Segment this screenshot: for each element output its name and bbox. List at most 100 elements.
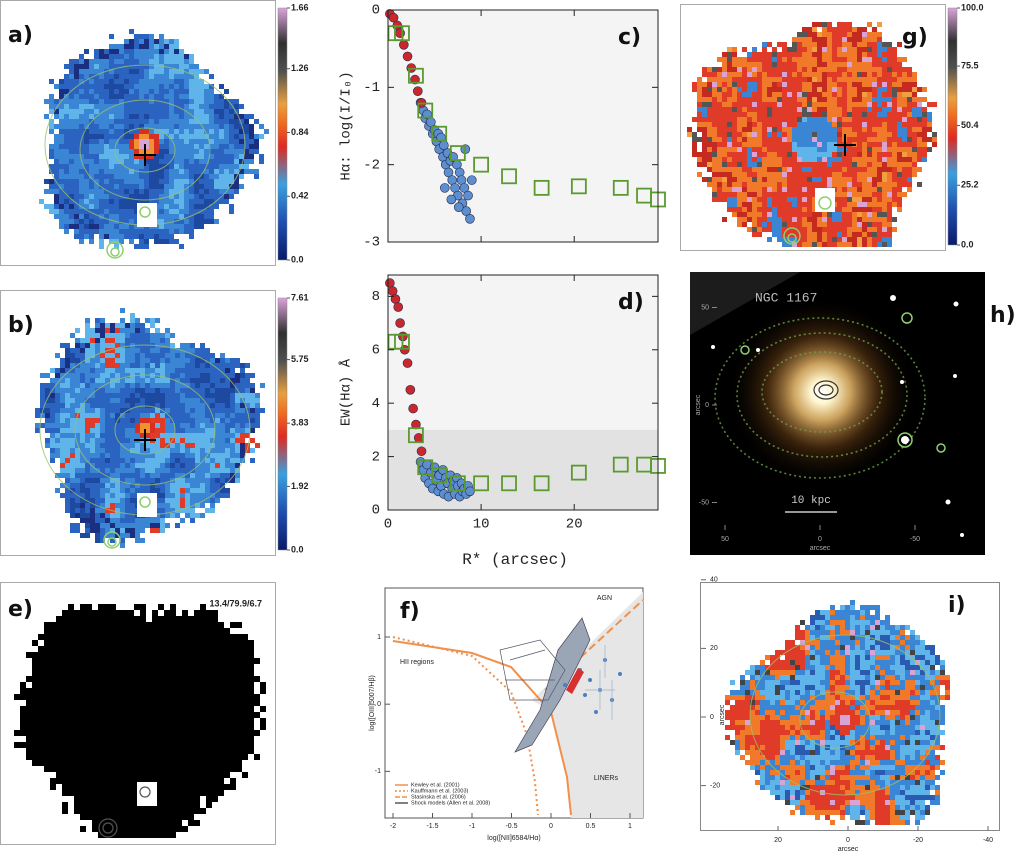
y-tick-label: 4: [372, 396, 380, 412]
colorbar: [948, 8, 957, 245]
y-tick-label: 8: [372, 289, 380, 305]
x-tick-label: -50: [910, 536, 920, 543]
colorbar-tick-label: 0.0: [291, 544, 304, 554]
point: [467, 176, 476, 185]
colorbar-tick-label: 5.75: [291, 354, 309, 364]
image-title: NGC 1167: [755, 290, 817, 305]
colorbar-tick-label: 1.92: [291, 481, 309, 491]
colorbar-tick-label: 7.61: [291, 292, 309, 302]
x-tick-label: 20: [566, 517, 583, 533]
point: [465, 487, 474, 496]
figure: 0-1-2-3c)Hα: log(I/I₀) 0246801020d)EW(Hα…: [0, 0, 1019, 854]
chart: 0-1-2-3c)Hα: log(I/I₀): [339, 3, 665, 251]
panel-label: b): [8, 313, 34, 338]
legend-label: Shock models (Allen et al. 2008): [411, 800, 490, 806]
y-tick-label: 40: [710, 577, 718, 584]
point: [447, 195, 456, 204]
image-h: [690, 272, 985, 555]
panel-label: a): [8, 23, 33, 48]
y-tick-label: 50: [701, 304, 709, 311]
point: [409, 404, 418, 413]
point: [396, 319, 405, 328]
colorbar-tick-label: 100.0: [961, 2, 984, 12]
x-tick-label: 0: [549, 823, 553, 830]
x-tick-label: -20: [913, 837, 923, 844]
y-tick-label: -3: [363, 235, 380, 251]
point: [417, 447, 426, 456]
x-tick-label: -1.5: [426, 823, 438, 830]
colorbar-tick-label: 3.83: [291, 418, 309, 428]
region-label: HII regions: [400, 659, 434, 666]
y-tick-label: 0: [705, 402, 709, 409]
x-axis-label: arcsec: [810, 545, 831, 552]
y-axis-label: EW(Hα) Å: [338, 358, 355, 426]
y-axis-label: arcsec: [695, 394, 702, 415]
panel-label: g): [902, 25, 928, 50]
x-tick-label: -40: [983, 837, 993, 844]
point: [403, 359, 412, 368]
panel-label: c): [618, 25, 641, 50]
colorbar-tick-label: 1.66: [291, 2, 309, 12]
y-tick-label: 0: [710, 714, 714, 721]
x-tick-label: 0: [384, 517, 392, 533]
y-tick-label: 0: [372, 503, 380, 519]
annotation: 13.4/79.9/6.7: [209, 598, 262, 608]
y-tick-label: -1: [375, 768, 381, 775]
panel-label: h): [990, 303, 1016, 328]
x-tick-label: 0.5: [586, 823, 596, 830]
y-tick-label: -20: [710, 782, 720, 789]
colorbar-tick-label: 0.84: [291, 127, 309, 137]
colorbar-tick-label: 0.42: [291, 191, 309, 201]
colorbar-tick-label: 0.0: [961, 239, 974, 249]
x-tick-label: 50: [721, 536, 729, 543]
page: {"panels": { "a": {"label": "a)", "color…: [0, 0, 1019, 854]
colorbar-tick-label: 0.0: [291, 254, 304, 264]
panel-label: e): [8, 597, 33, 622]
x-axis-label: R* (arcsec): [462, 551, 568, 569]
colorbar: [278, 298, 287, 550]
x-tick-label: 0: [818, 536, 822, 543]
region-label: AGN: [597, 595, 612, 602]
point: [403, 52, 412, 61]
panel-label: d): [618, 290, 644, 315]
point: [413, 87, 422, 96]
y-tick-label: 2: [372, 449, 380, 465]
scale-bar-label: 10 kpc: [791, 495, 831, 507]
x-axis-label: arcsec: [838, 846, 859, 853]
point: [385, 279, 394, 288]
y-tick-label: 1: [377, 634, 381, 641]
x-tick-label: -2: [390, 823, 396, 830]
point: [440, 183, 449, 192]
y-tick-label: -2: [363, 157, 380, 173]
x-tick-label: -0.5: [505, 823, 517, 830]
point: [454, 203, 463, 212]
panel-label: i): [948, 593, 966, 618]
x-axis-label: log([NII]6584/Hα): [487, 835, 540, 842]
y-axis-label: arcsec: [719, 704, 726, 725]
point: [414, 433, 423, 442]
colorbar-tick-label: 1.26: [291, 63, 309, 73]
x-tick-label: 1: [628, 823, 632, 830]
panel-label: f): [400, 599, 420, 624]
colorbar-tick-label: 75.5: [961, 60, 979, 70]
y-tick-label: -50: [699, 499, 709, 506]
point: [394, 303, 403, 312]
colorbar-tick-label: 50.4: [961, 120, 979, 130]
y-tick-label: 0: [372, 3, 380, 19]
x-tick-label: -1: [469, 823, 475, 830]
point: [406, 385, 415, 394]
point: [464, 191, 473, 200]
x-tick-label: 20: [774, 837, 782, 844]
point: [399, 40, 408, 49]
x-tick-label: 0: [846, 837, 850, 844]
y-axis-label: log([OIII]5007/Hβ): [369, 675, 376, 731]
colorbar: [278, 8, 287, 260]
y-tick-label: 20: [710, 645, 718, 652]
y-tick-label: 0: [377, 701, 381, 708]
point: [465, 214, 474, 223]
colorbar-tick-label: 25.2: [961, 180, 979, 190]
x-tick-label: 10: [473, 517, 490, 533]
region-label: LINERs: [594, 775, 619, 782]
point: [388, 287, 397, 296]
y-tick-label: -1: [363, 80, 380, 96]
